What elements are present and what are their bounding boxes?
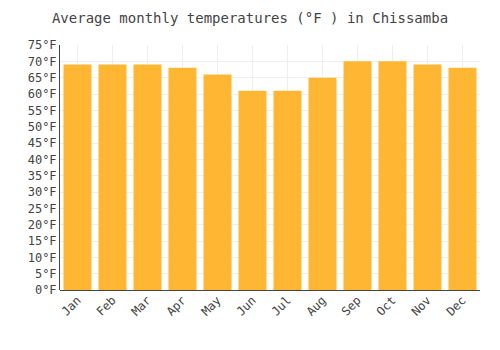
svg-text:40°F: 40°F [28,153,57,167]
svg-text:45°F: 45°F [28,136,57,150]
svg-text:Feb: Feb [94,293,119,318]
svg-text:Jul: Jul [269,293,294,318]
svg-text:Sep: Sep [339,293,364,318]
svg-text:50°F: 50°F [28,120,57,134]
svg-text:Oct: Oct [374,293,399,318]
svg-text:Jan: Jan [59,293,84,318]
svg-text:70°F: 70°F [28,55,57,69]
svg-text:30°F: 30°F [28,185,57,199]
svg-text:35°F: 35°F [28,169,57,183]
svg-text:Nov: Nov [409,293,434,318]
svg-text:Dec: Dec [444,293,469,318]
svg-text:55°F: 55°F [28,104,57,118]
svg-text:May: May [199,293,224,318]
svg-text:Aug: Aug [304,293,329,318]
svg-text:Mar: Mar [129,293,154,318]
svg-text:Apr: Apr [164,293,189,318]
svg-text:60°F: 60°F [28,87,57,101]
svg-text:0°F: 0°F [35,283,57,297]
svg-text:15°F: 15°F [28,234,57,248]
svg-text:75°F: 75°F [28,38,57,52]
svg-text:20°F: 20°F [28,218,57,232]
svg-text:5°F: 5°F [35,267,57,281]
svg-text:Jun: Jun [234,293,259,318]
svg-text:25°F: 25°F [28,202,57,216]
svg-text:65°F: 65°F [28,71,57,85]
svg-text:Average monthly temperatures (: Average monthly temperatures (°F ) in Ch… [52,10,448,26]
svg-text:10°F: 10°F [28,251,57,265]
